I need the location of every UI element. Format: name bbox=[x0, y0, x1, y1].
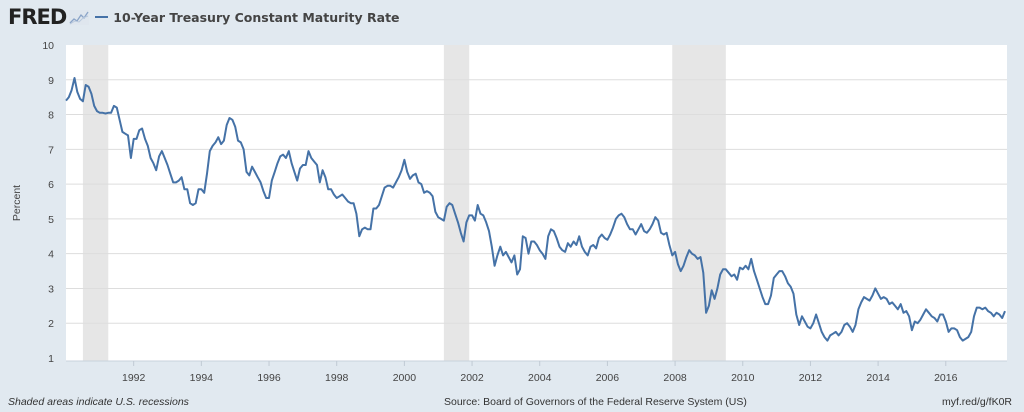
y-tick-label: 8 bbox=[48, 110, 54, 122]
plot-area bbox=[66, 45, 1007, 361]
fred-logo[interactable]: FRED bbox=[8, 5, 67, 29]
y-tick-label: 1 bbox=[48, 353, 54, 365]
y-tick-label: 9 bbox=[48, 75, 54, 87]
x-tick-label: 2010 bbox=[731, 372, 755, 384]
x-tick-label: 2006 bbox=[596, 372, 620, 384]
x-tick-label: 2000 bbox=[393, 372, 417, 384]
x-tick-label: 2014 bbox=[866, 372, 890, 384]
x-tick-label: 2002 bbox=[460, 372, 484, 384]
y-tick-label: 6 bbox=[48, 179, 54, 191]
y-tick-label: 5 bbox=[48, 214, 54, 226]
x-tick-label: 1992 bbox=[122, 372, 146, 384]
recession-band bbox=[443, 45, 470, 361]
grid-lines bbox=[66, 79, 1007, 324]
series-line bbox=[65, 77, 1006, 342]
recession-band bbox=[82, 45, 109, 361]
chart-line-icon bbox=[69, 9, 90, 25]
recession-note: Shaded areas indicate U.S. recessions bbox=[8, 396, 189, 408]
y-tick-label: 4 bbox=[48, 249, 54, 261]
y-axis-label: Percent bbox=[11, 185, 23, 221]
recession-shading bbox=[82, 45, 726, 361]
x-tick-label: 2004 bbox=[528, 372, 552, 384]
source-note: Source: Board of Governors of the Federa… bbox=[444, 396, 747, 408]
x-tick-label: 1996 bbox=[257, 372, 281, 384]
x-axis: 1992 1994 1996 1998 2000 2002 2004 2006 2008 2010… bbox=[66, 360, 1007, 384]
y-tick-label: 7 bbox=[48, 144, 54, 156]
y-tick-label: 10 bbox=[42, 40, 54, 52]
chart-title: 10-Year Treasury Constant Maturity Rate bbox=[113, 9, 400, 25]
short-link[interactable]: myf.red/g/fK0R bbox=[941, 396, 1012, 408]
x-tick-label: 1998 bbox=[325, 372, 349, 384]
y-tick-label: 3 bbox=[48, 283, 54, 295]
recession-band bbox=[672, 45, 726, 361]
x-tick-label: 1994 bbox=[190, 372, 214, 384]
x-tick-label: 2008 bbox=[663, 372, 687, 384]
legend-line-swatch bbox=[95, 16, 109, 18]
chart-header: FRED 10-Year Treasury Constant Maturity … bbox=[8, 4, 400, 30]
x-tick-label: 2016 bbox=[934, 372, 958, 384]
y-tick-label: 2 bbox=[48, 318, 54, 330]
x-tick-label: 2012 bbox=[799, 372, 823, 384]
y-axis: 1 2 3 4 5 6 7 8 9 10 bbox=[42, 40, 54, 365]
